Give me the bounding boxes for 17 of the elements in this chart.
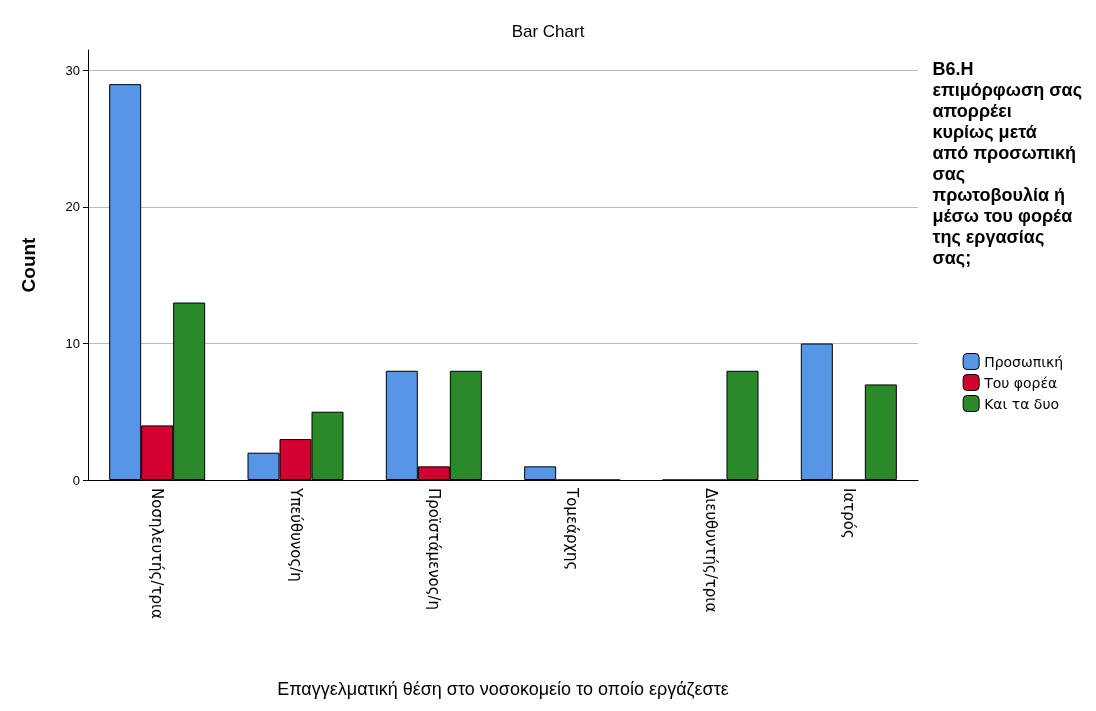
y-axis-title: Count [18,236,39,293]
x-tick-label: Νοσηλευτής/τρια [148,488,167,620]
x-tick-label: Τομεάρχης [563,487,582,571]
legend-label: Και τα δυο [984,395,1060,412]
x-tick-label: Ιατρός [839,488,858,539]
y-tick-label: 30 [65,62,80,78]
legend-label: Του φορέα [983,374,1058,391]
x-tick-label: Διευθυντής/τρια [701,488,720,613]
y-tick-label: 20 [65,199,80,215]
legend-label: Προσωπική [984,353,1064,370]
x-tick-label: Προϊστάμενος/η [424,488,443,611]
y-tick-label: 10 [65,335,80,351]
chart-title: Bar Chart [511,22,585,41]
x-axis-title: Επαγγελματική θέση στο νοσοκομείο το οποίο εργάζεστε [277,679,729,699]
x-tick-label: Υπεύθυνος/η [286,487,305,582]
y-tick-label: 0 [72,472,80,488]
text: B6.Η επιμόρφωση σας απορρέει κυρίως μετά από προσωπική σας πρωτοβουλία ή μέσω του φορέα της εργασίας σας; [932,58,1083,268]
